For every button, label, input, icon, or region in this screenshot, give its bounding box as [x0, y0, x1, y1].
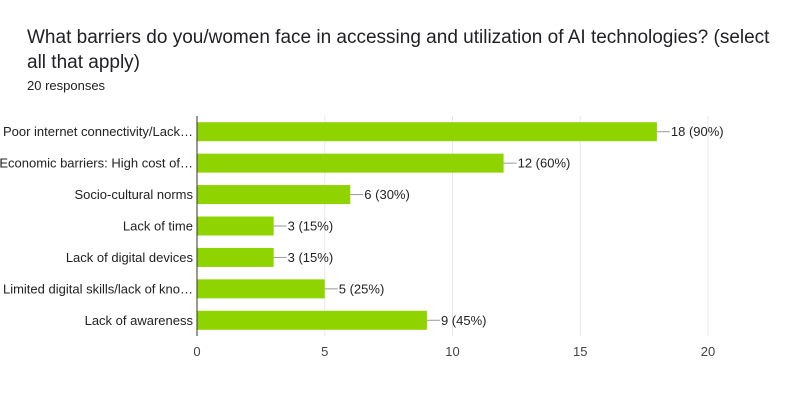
- category-label: Lack of awareness: [85, 313, 194, 328]
- bar: [197, 279, 325, 299]
- x-tick-label: 15: [573, 344, 587, 359]
- value-label: 5 (25%): [339, 281, 385, 296]
- category-label: Socio-cultural norms: [75, 187, 194, 202]
- bar: [197, 310, 427, 330]
- category-label: Economic barriers: High cost of…: [0, 156, 193, 171]
- category-label: Lack of digital devices: [66, 250, 194, 265]
- value-label: 9 (45%): [441, 313, 487, 328]
- value-label: 3 (15%): [288, 250, 334, 265]
- x-tick-label: 10: [445, 344, 459, 359]
- value-label: 12 (60%): [518, 156, 571, 171]
- chart-title: What barriers do you/women face in acces…: [27, 27, 770, 73]
- value-label: 6 (30%): [364, 187, 410, 202]
- category-label: Lack of time: [123, 219, 193, 234]
- x-tick-label: 0: [193, 344, 200, 359]
- value-label: 3 (15%): [288, 219, 334, 234]
- bar: [197, 122, 657, 142]
- response-count: 20 responses: [27, 78, 106, 93]
- x-tick-label: 5: [321, 344, 328, 359]
- bar: [197, 153, 504, 173]
- value-label: 18 (90%): [671, 124, 724, 139]
- category-label: Limited digital skills/lack of kno…: [3, 281, 193, 296]
- bar: [197, 247, 274, 267]
- category-label: Poor internet connectivity/Lack…: [3, 124, 193, 139]
- bar: [197, 185, 351, 205]
- x-tick-label: 20: [701, 344, 715, 359]
- bar: [197, 216, 274, 236]
